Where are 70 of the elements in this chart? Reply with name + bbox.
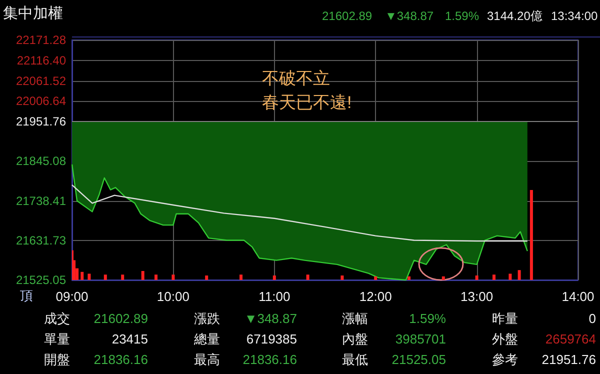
text: 外盤 bbox=[492, 332, 518, 346]
text: 13:34:00 bbox=[551, 9, 598, 23]
text: 最低 bbox=[342, 352, 368, 367]
text: 21951.76 bbox=[542, 352, 596, 367]
x-tick-label: 14:00 bbox=[562, 289, 594, 304]
y-tick-label: 21951.76 bbox=[16, 114, 66, 129]
text: 開盤 bbox=[44, 352, 70, 367]
text: 成交 bbox=[44, 311, 70, 326]
y-tick-label: 21845.08 bbox=[16, 154, 66, 168]
bar bbox=[240, 274, 243, 280]
text: 21525.05 bbox=[392, 352, 446, 367]
text: 21602.89 bbox=[322, 9, 372, 23]
bar bbox=[154, 274, 158, 280]
text: 6719385 bbox=[246, 332, 297, 346]
bar bbox=[475, 276, 478, 280]
text: 1.59% bbox=[409, 311, 446, 326]
bar bbox=[306, 274, 310, 280]
x-tick-label: 12:00 bbox=[359, 289, 392, 304]
y-tick-label: 21525.05 bbox=[16, 273, 66, 287]
annotation: 春天已不遠! bbox=[262, 93, 352, 112]
text: 漲幅 bbox=[342, 311, 368, 326]
text: 3144.20億 bbox=[487, 9, 542, 23]
text: 內盤 bbox=[342, 332, 368, 346]
x-tick-label: 11:00 bbox=[258, 289, 290, 304]
y-tick-label: 22006.64 bbox=[16, 94, 66, 108]
text: 0 bbox=[588, 311, 596, 326]
text: 3985701 bbox=[395, 332, 446, 346]
bar bbox=[205, 276, 208, 280]
bar bbox=[141, 271, 144, 280]
bar bbox=[272, 276, 276, 280]
text: 頂 bbox=[20, 288, 33, 303]
text: 21602.89 bbox=[94, 311, 148, 326]
bar bbox=[374, 276, 378, 280]
text: 2659764 bbox=[545, 332, 596, 346]
y-tick-label: 22061.52 bbox=[16, 74, 66, 88]
x-tick-label: 10:00 bbox=[156, 289, 190, 304]
line-series bbox=[71, 164, 528, 281]
y-tick-label: 21738.41 bbox=[16, 194, 66, 208]
x-tick-label: 09:00 bbox=[56, 289, 88, 304]
y-tick-label: 22171.28 bbox=[16, 33, 66, 47]
bar bbox=[508, 274, 512, 280]
text: 21836.16 bbox=[94, 352, 148, 367]
bar bbox=[442, 276, 445, 280]
text: ▼348.87 bbox=[385, 9, 434, 23]
bar bbox=[518, 270, 521, 280]
bar bbox=[530, 190, 533, 280]
text: 昨量 bbox=[492, 311, 518, 326]
annotation: 不破不立 bbox=[262, 69, 330, 88]
text: 最高 bbox=[194, 352, 220, 367]
bar bbox=[121, 274, 124, 280]
bar bbox=[407, 276, 410, 280]
chart-title: 集中加權 bbox=[3, 5, 63, 22]
text: 1.59% bbox=[445, 9, 480, 23]
text: 總量 bbox=[193, 332, 220, 346]
text: 漲跌 bbox=[194, 311, 220, 326]
text: 21836.16 bbox=[242, 352, 297, 367]
bar bbox=[340, 276, 344, 280]
line-series bbox=[71, 184, 528, 242]
x-tick-label: 13:00 bbox=[460, 289, 494, 304]
text: 23415 bbox=[112, 332, 148, 346]
y-tick-label: 21631.73 bbox=[16, 233, 66, 248]
bar bbox=[80, 272, 84, 280]
text: 參考 bbox=[492, 352, 518, 367]
text: ▼348.87 bbox=[244, 311, 297, 326]
y-tick-label: 22116.40 bbox=[16, 53, 66, 68]
bar bbox=[104, 274, 107, 280]
bar bbox=[88, 274, 91, 280]
bar bbox=[492, 274, 496, 280]
text: 單量 bbox=[44, 332, 70, 346]
bar bbox=[172, 274, 175, 280]
